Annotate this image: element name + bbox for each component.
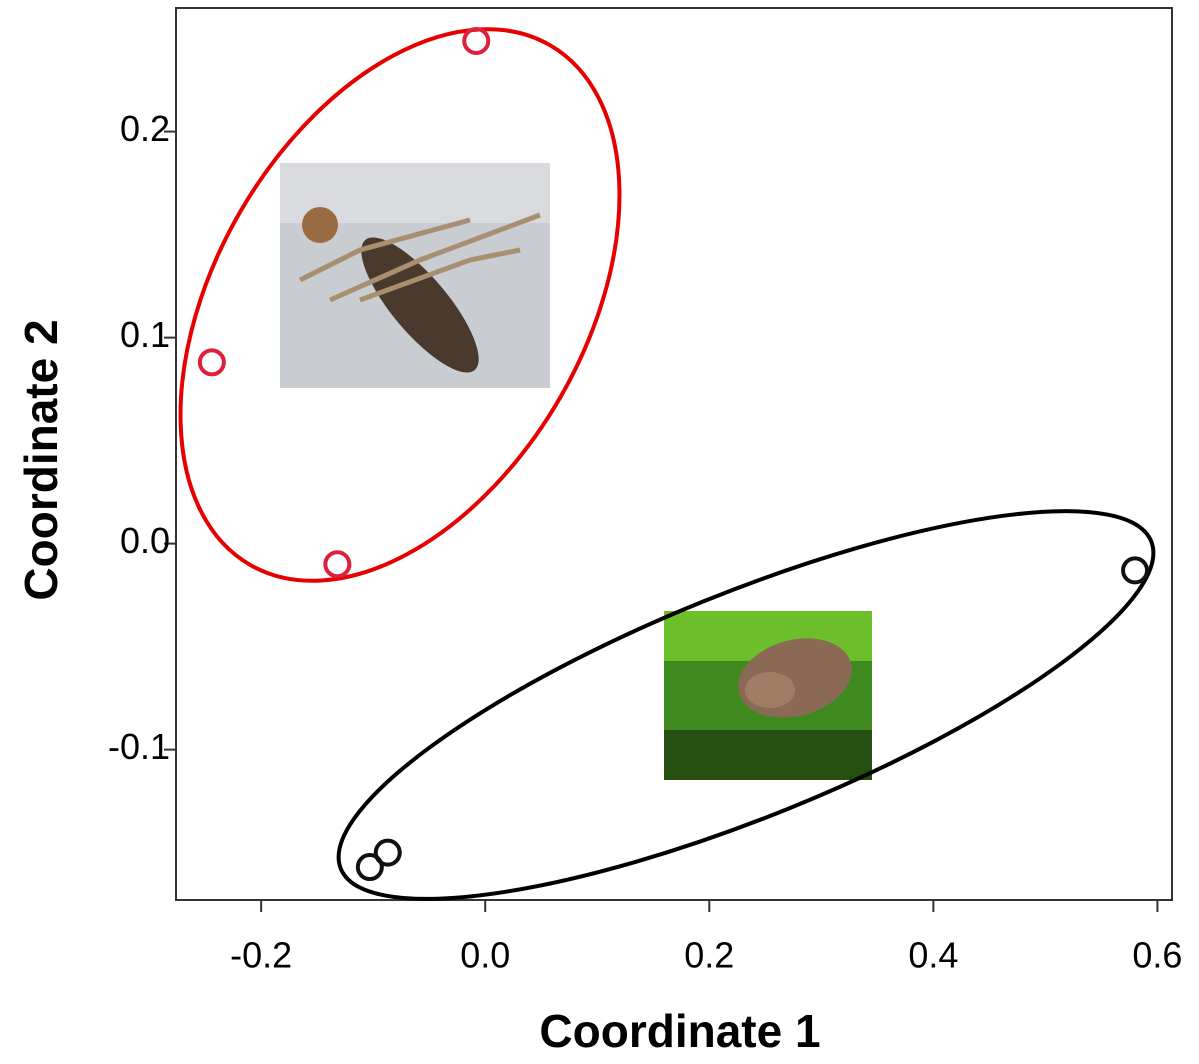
x-tick-label: 0.0: [460, 935, 510, 976]
x-tick-label: 0.6: [1132, 935, 1182, 976]
x-tick-label: 0.4: [908, 935, 958, 976]
point: [1121, 556, 1150, 585]
point: [197, 348, 226, 377]
y-tick-label: 0.2: [120, 108, 170, 149]
y-axis-title: Coordinate 2: [15, 319, 67, 600]
point: [355, 853, 384, 882]
y-tick-label: 0.0: [120, 520, 170, 561]
stinkbug-photo: [664, 611, 872, 780]
y-tick-label: -0.1: [108, 726, 170, 767]
point: [373, 838, 402, 867]
spider-photo: [280, 163, 550, 388]
cluster-ellipse: [178, 27, 622, 583]
point: [323, 550, 352, 579]
y-tick-label: 0.1: [120, 314, 170, 355]
point: [462, 26, 491, 55]
x-axis-title: Coordinate 1: [539, 1005, 820, 1057]
cluster-ellipse: [336, 509, 1156, 901]
x-tick-label: 0.2: [684, 935, 734, 976]
x-tick-label: -0.2: [230, 935, 292, 976]
